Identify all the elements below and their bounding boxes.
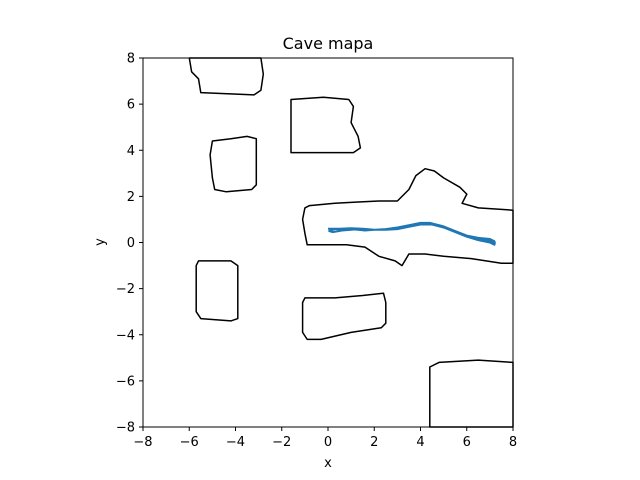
obstacle-center-lower (301, 292, 387, 341)
x-tick-label: −4 (226, 435, 245, 450)
obstacle-top-center (290, 96, 362, 154)
x-tick-label: 2 (370, 435, 378, 450)
x-tick-label: 8 (509, 435, 517, 450)
x-tick-label: 6 (463, 435, 471, 450)
y-tick-label: 4 (127, 144, 135, 159)
x-tick-label: −2 (272, 435, 291, 450)
y-tick-label: 8 (127, 52, 135, 67)
y-tick-label: −8 (116, 421, 135, 436)
y-tick-label: 2 (127, 190, 135, 205)
plot-area (142, 57, 514, 428)
obstacle-top-left (188, 57, 265, 96)
trajectory-layer (328, 221, 497, 246)
y-axis: −8 −6 −4 −2 0 2 4 6 8 (116, 52, 143, 436)
obstacle-left-lower (195, 260, 239, 322)
chart-title: Cave mapa (283, 34, 374, 53)
x-axis: −8 −6 −4 −2 0 2 4 6 8 (133, 427, 517, 450)
x-tick-label: 4 (416, 435, 424, 450)
y-axis-label: y (93, 238, 108, 246)
y-tick-label: 0 (127, 236, 135, 251)
y-tick-label: 6 (127, 98, 135, 113)
obstacle-left-mid (209, 135, 258, 193)
y-tick-label: −2 (116, 282, 135, 297)
x-tick-label: −6 (180, 435, 199, 450)
x-tick-label: −8 (133, 435, 152, 450)
y-tick-label: −6 (116, 374, 135, 389)
x-axis-label: x (324, 456, 332, 471)
trajectory-line-0 (328, 221, 497, 246)
y-tick-label: −4 (116, 328, 135, 343)
x-tick-label: 0 (324, 435, 332, 450)
